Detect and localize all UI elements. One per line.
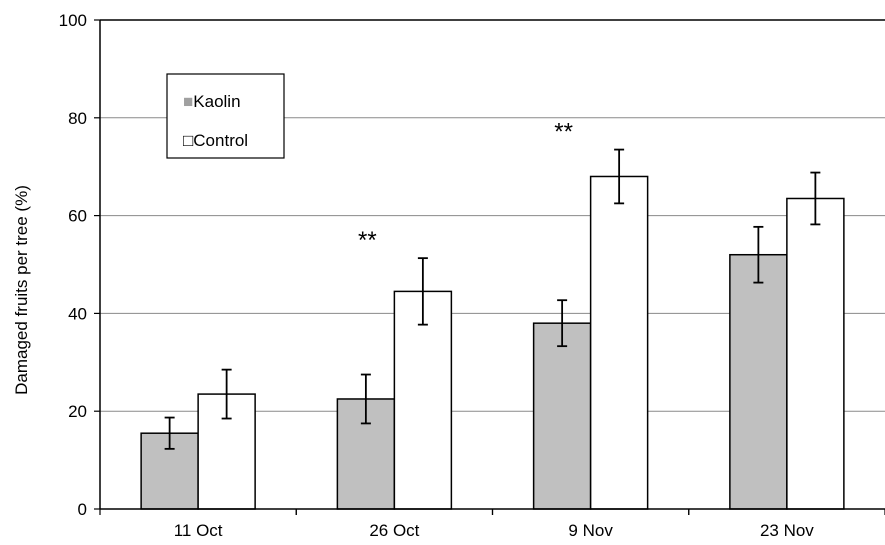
bar-kaolin [729, 253, 788, 510]
legend-label-kaolin: Kaolin [193, 92, 240, 111]
legend-item-kaolin: ■Kaolin [183, 92, 241, 111]
x-tick-label: 11 Oct [174, 521, 223, 540]
x-ticks: 11 Oct 26 Oct 9 Nov 23 Nov [99, 509, 885, 540]
legend-marker-control: □ [183, 131, 193, 150]
significance-marker: ** [554, 119, 573, 146]
bars [140, 175, 845, 510]
x-tick-label: 26 Oct [369, 521, 419, 540]
y-tick-label: 40 [68, 304, 87, 323]
bar-control [589, 175, 649, 510]
legend: ■Kaolin □Control [166, 73, 285, 159]
y-tick-label: 0 [78, 500, 87, 519]
y-axis-title: Damaged fruits per tree (%) [12, 185, 31, 395]
y-ticks: 0 20 40 60 80 100 [59, 11, 100, 519]
x-tick-label: 23 Nov [760, 521, 814, 540]
error-bars [164, 148, 821, 450]
x-tick-label: 9 Nov [568, 521, 613, 540]
y-tick-label: 80 [68, 109, 87, 128]
bar-kaolin [532, 322, 592, 510]
legend-label-control: Control [193, 131, 248, 150]
significance-marker: ** [358, 227, 377, 254]
y-tick-label: 100 [59, 11, 87, 30]
legend-box [166, 73, 285, 159]
significance-annotations: ** ** [358, 119, 573, 255]
legend-item-control: □Control [183, 131, 248, 150]
legend-marker-kaolin: ■ [183, 92, 193, 111]
y-tick-label: 60 [68, 207, 87, 226]
bar-control [786, 197, 845, 510]
y-tick-label: 20 [68, 402, 87, 421]
